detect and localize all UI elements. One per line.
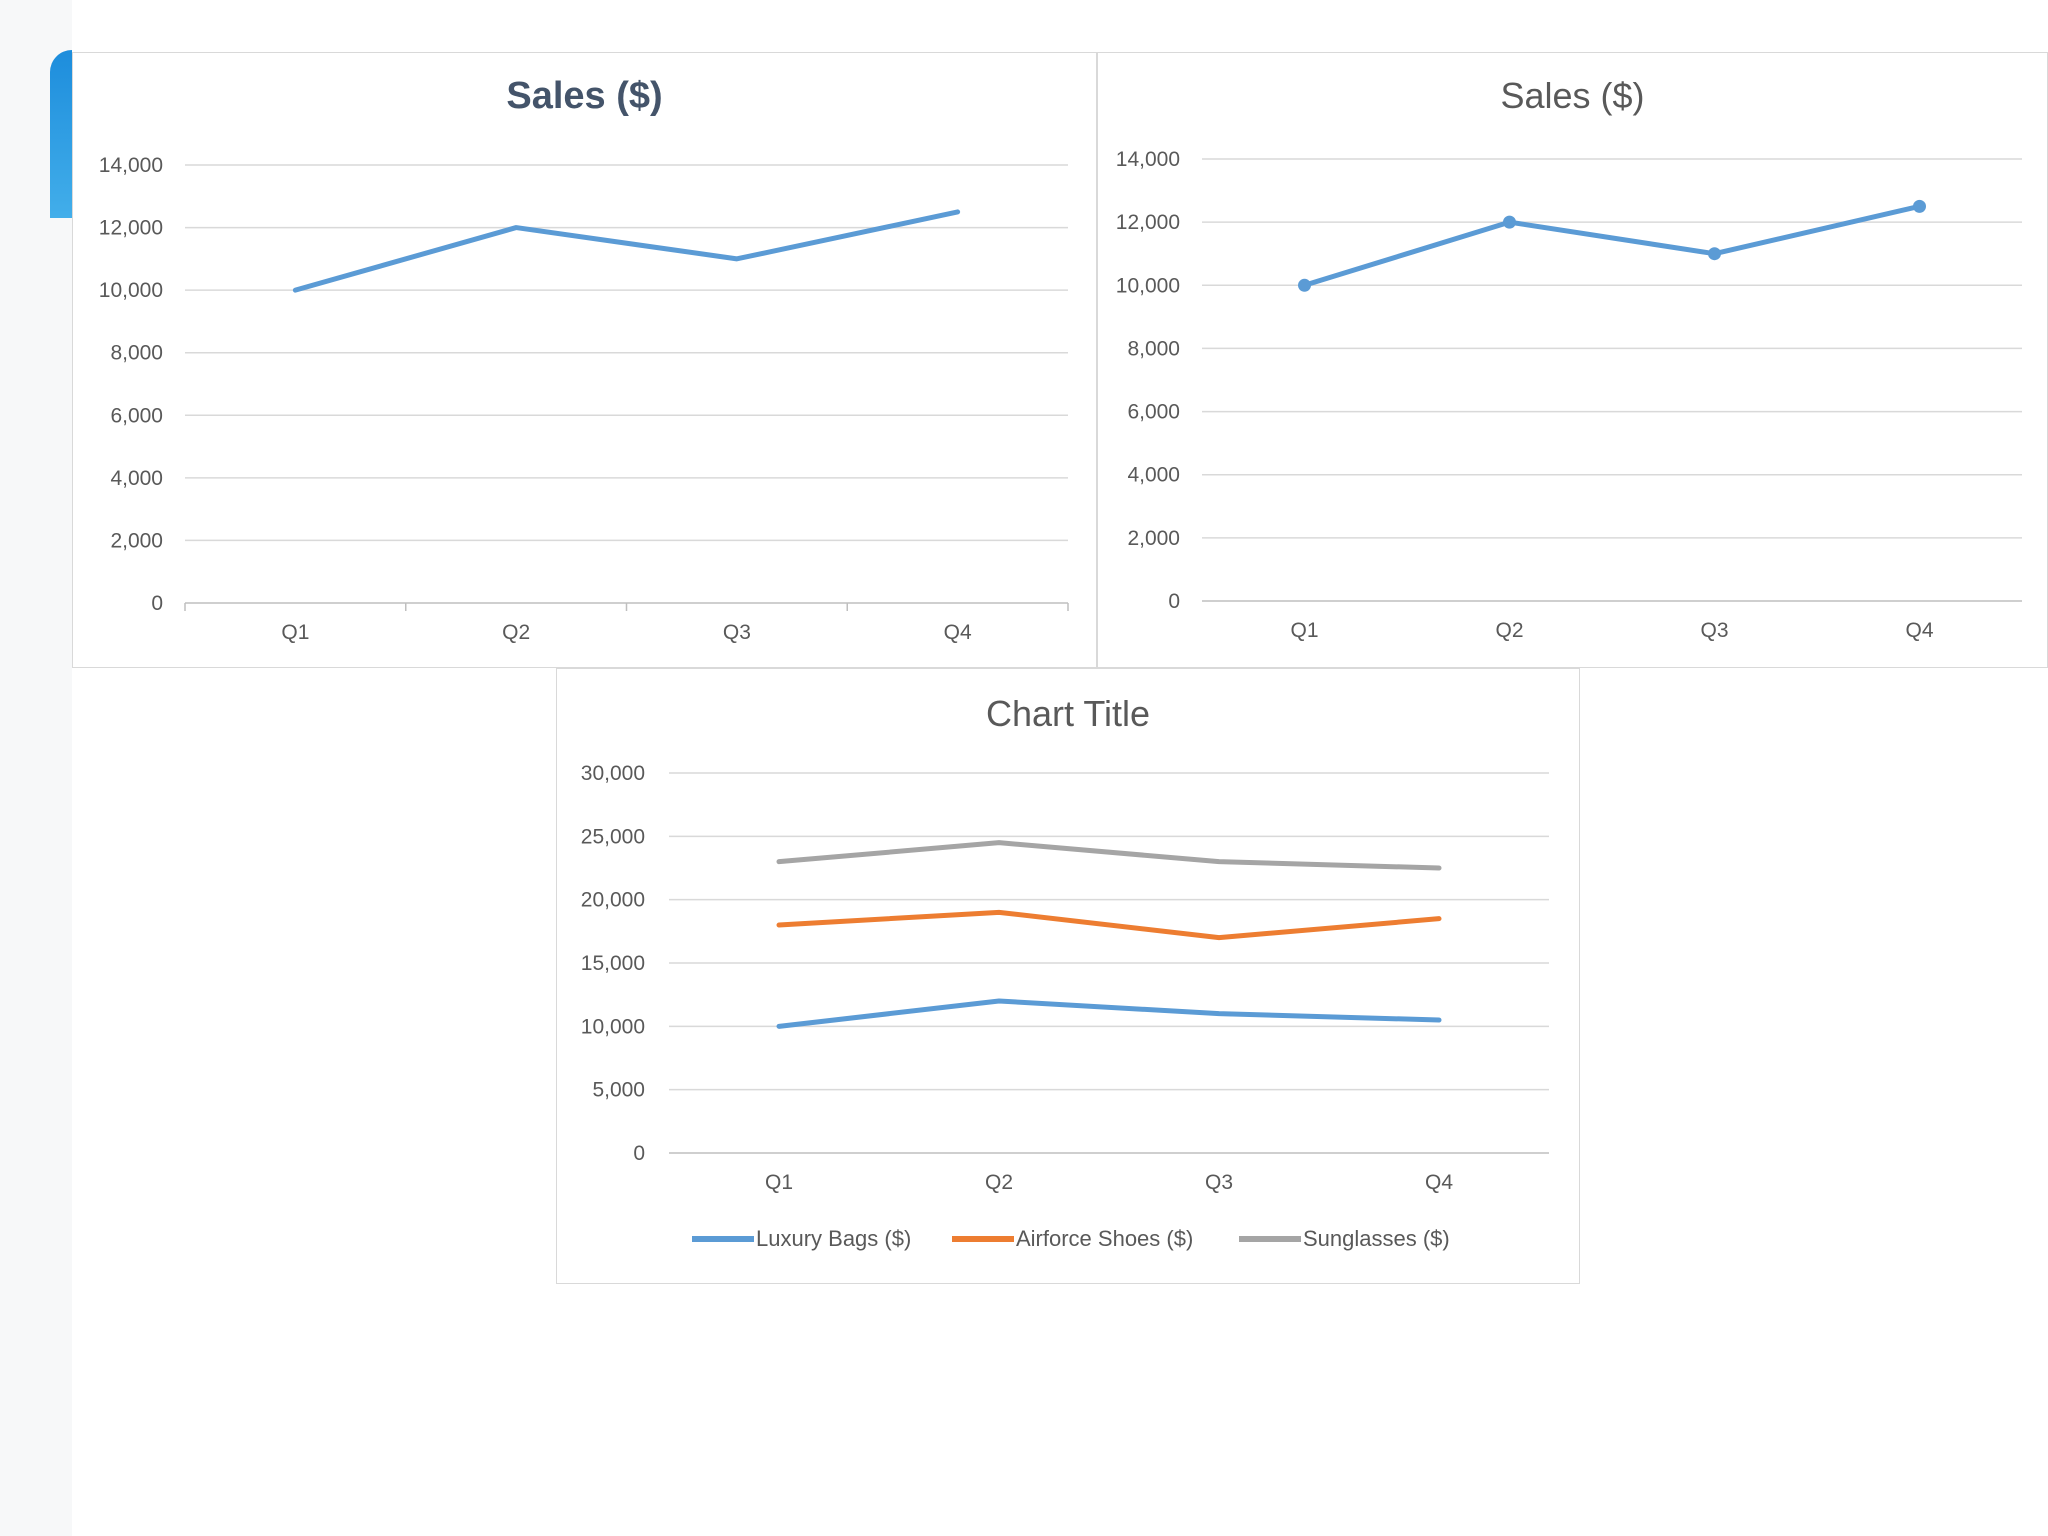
y-tick-label: 2,000 <box>1127 527 1180 550</box>
y-tick-label: 0 <box>1168 590 1180 613</box>
data-point <box>1913 199 1926 213</box>
x-tick-label: Q3 <box>1700 619 1728 642</box>
x-tick-label: Q1 <box>1290 619 1318 642</box>
y-tick-label: 10,000 <box>99 279 163 302</box>
y-tick-label: 14,000 <box>1116 148 1180 171</box>
series-line <box>292 209 961 293</box>
y-tick-label: 6,000 <box>1127 401 1180 424</box>
x-tick-label: Q1 <box>281 621 309 644</box>
chart-title: Sales ($) <box>1500 75 1645 116</box>
chart-plot: 0 2,000 4,000 6,000 8,000 10,000 12,000 14,000 Q… <box>99 154 1069 644</box>
chart-product-sales[interactable]: Chart Title 0 5,000 10,000 15,000 20,000 25,0… <box>556 668 1580 1284</box>
x-tick-label: Q1 <box>765 1171 793 1194</box>
chart-plot: 0 2,000 4,000 6,000 8,000 10,000 12,000 14,000 Q… <box>1116 148 2022 642</box>
y-tick-label: 14,000 <box>99 154 163 177</box>
left-margin-strip <box>0 0 72 1536</box>
x-tick-label: Q4 <box>1905 619 1933 642</box>
y-tick-label: 30,000 <box>581 762 645 785</box>
x-tick-label: Q3 <box>723 621 751 644</box>
y-tick-label: 12,000 <box>1116 211 1180 234</box>
accent-tab <box>50 50 72 218</box>
series-line <box>776 840 1442 871</box>
data-point <box>1298 278 1311 292</box>
series-line <box>776 998 1442 1029</box>
y-tick-label: 10,000 <box>1116 274 1180 297</box>
data-point <box>1503 215 1516 229</box>
y-tick-label: 6,000 <box>110 404 163 427</box>
series-line <box>1302 203 1922 288</box>
x-tick-label: Q2 <box>502 621 530 644</box>
legend-label: Sunglasses ($) <box>1303 1226 1450 1251</box>
y-tick-label: 4,000 <box>110 467 163 490</box>
y-tick-label: 20,000 <box>581 889 645 912</box>
y-tick-label: 25,000 <box>581 825 645 848</box>
y-tick-label: 8,000 <box>1127 337 1180 360</box>
x-tick-label: Q2 <box>985 1171 1013 1194</box>
y-tick-label: 4,000 <box>1127 464 1180 487</box>
chart-title: Sales ($) <box>506 75 663 117</box>
chart-title: Chart Title <box>985 693 1151 734</box>
chart-sales-basic[interactable]: Sales ($) 0 2,000 4,000 6,000 8,000 10,000 12,… <box>72 52 1097 668</box>
y-tick-label: 0 <box>633 1142 645 1165</box>
x-tick-label: Q3 <box>1205 1171 1233 1194</box>
legend-label: Luxury Bags ($) <box>756 1226 911 1251</box>
series-line <box>776 909 1442 941</box>
y-tick-label: 2,000 <box>110 529 163 552</box>
x-tick-label: Q2 <box>1495 619 1523 642</box>
y-tick-label: 12,000 <box>99 217 163 240</box>
x-tick-label: Q4 <box>944 621 972 644</box>
y-tick-label: 15,000 <box>581 952 645 975</box>
y-tick-label: 5,000 <box>592 1079 645 1102</box>
x-tick-label: Q4 <box>1425 1171 1453 1194</box>
data-point <box>1708 247 1721 261</box>
y-tick-label: 10,000 <box>581 1015 645 1038</box>
y-tick-label: 0 <box>151 592 163 615</box>
chart-plot: 0 5,000 10,000 15,000 20,000 25,000 30,000 Q1 Q2… <box>581 762 1549 1251</box>
y-tick-label: 8,000 <box>110 342 163 365</box>
chart-sales-markers[interactable]: Sales ($) 0 2,000 4,000 6,000 8,000 10,000 12,… <box>1097 52 2048 668</box>
legend-label: Airforce Shoes ($) <box>1016 1226 1193 1251</box>
